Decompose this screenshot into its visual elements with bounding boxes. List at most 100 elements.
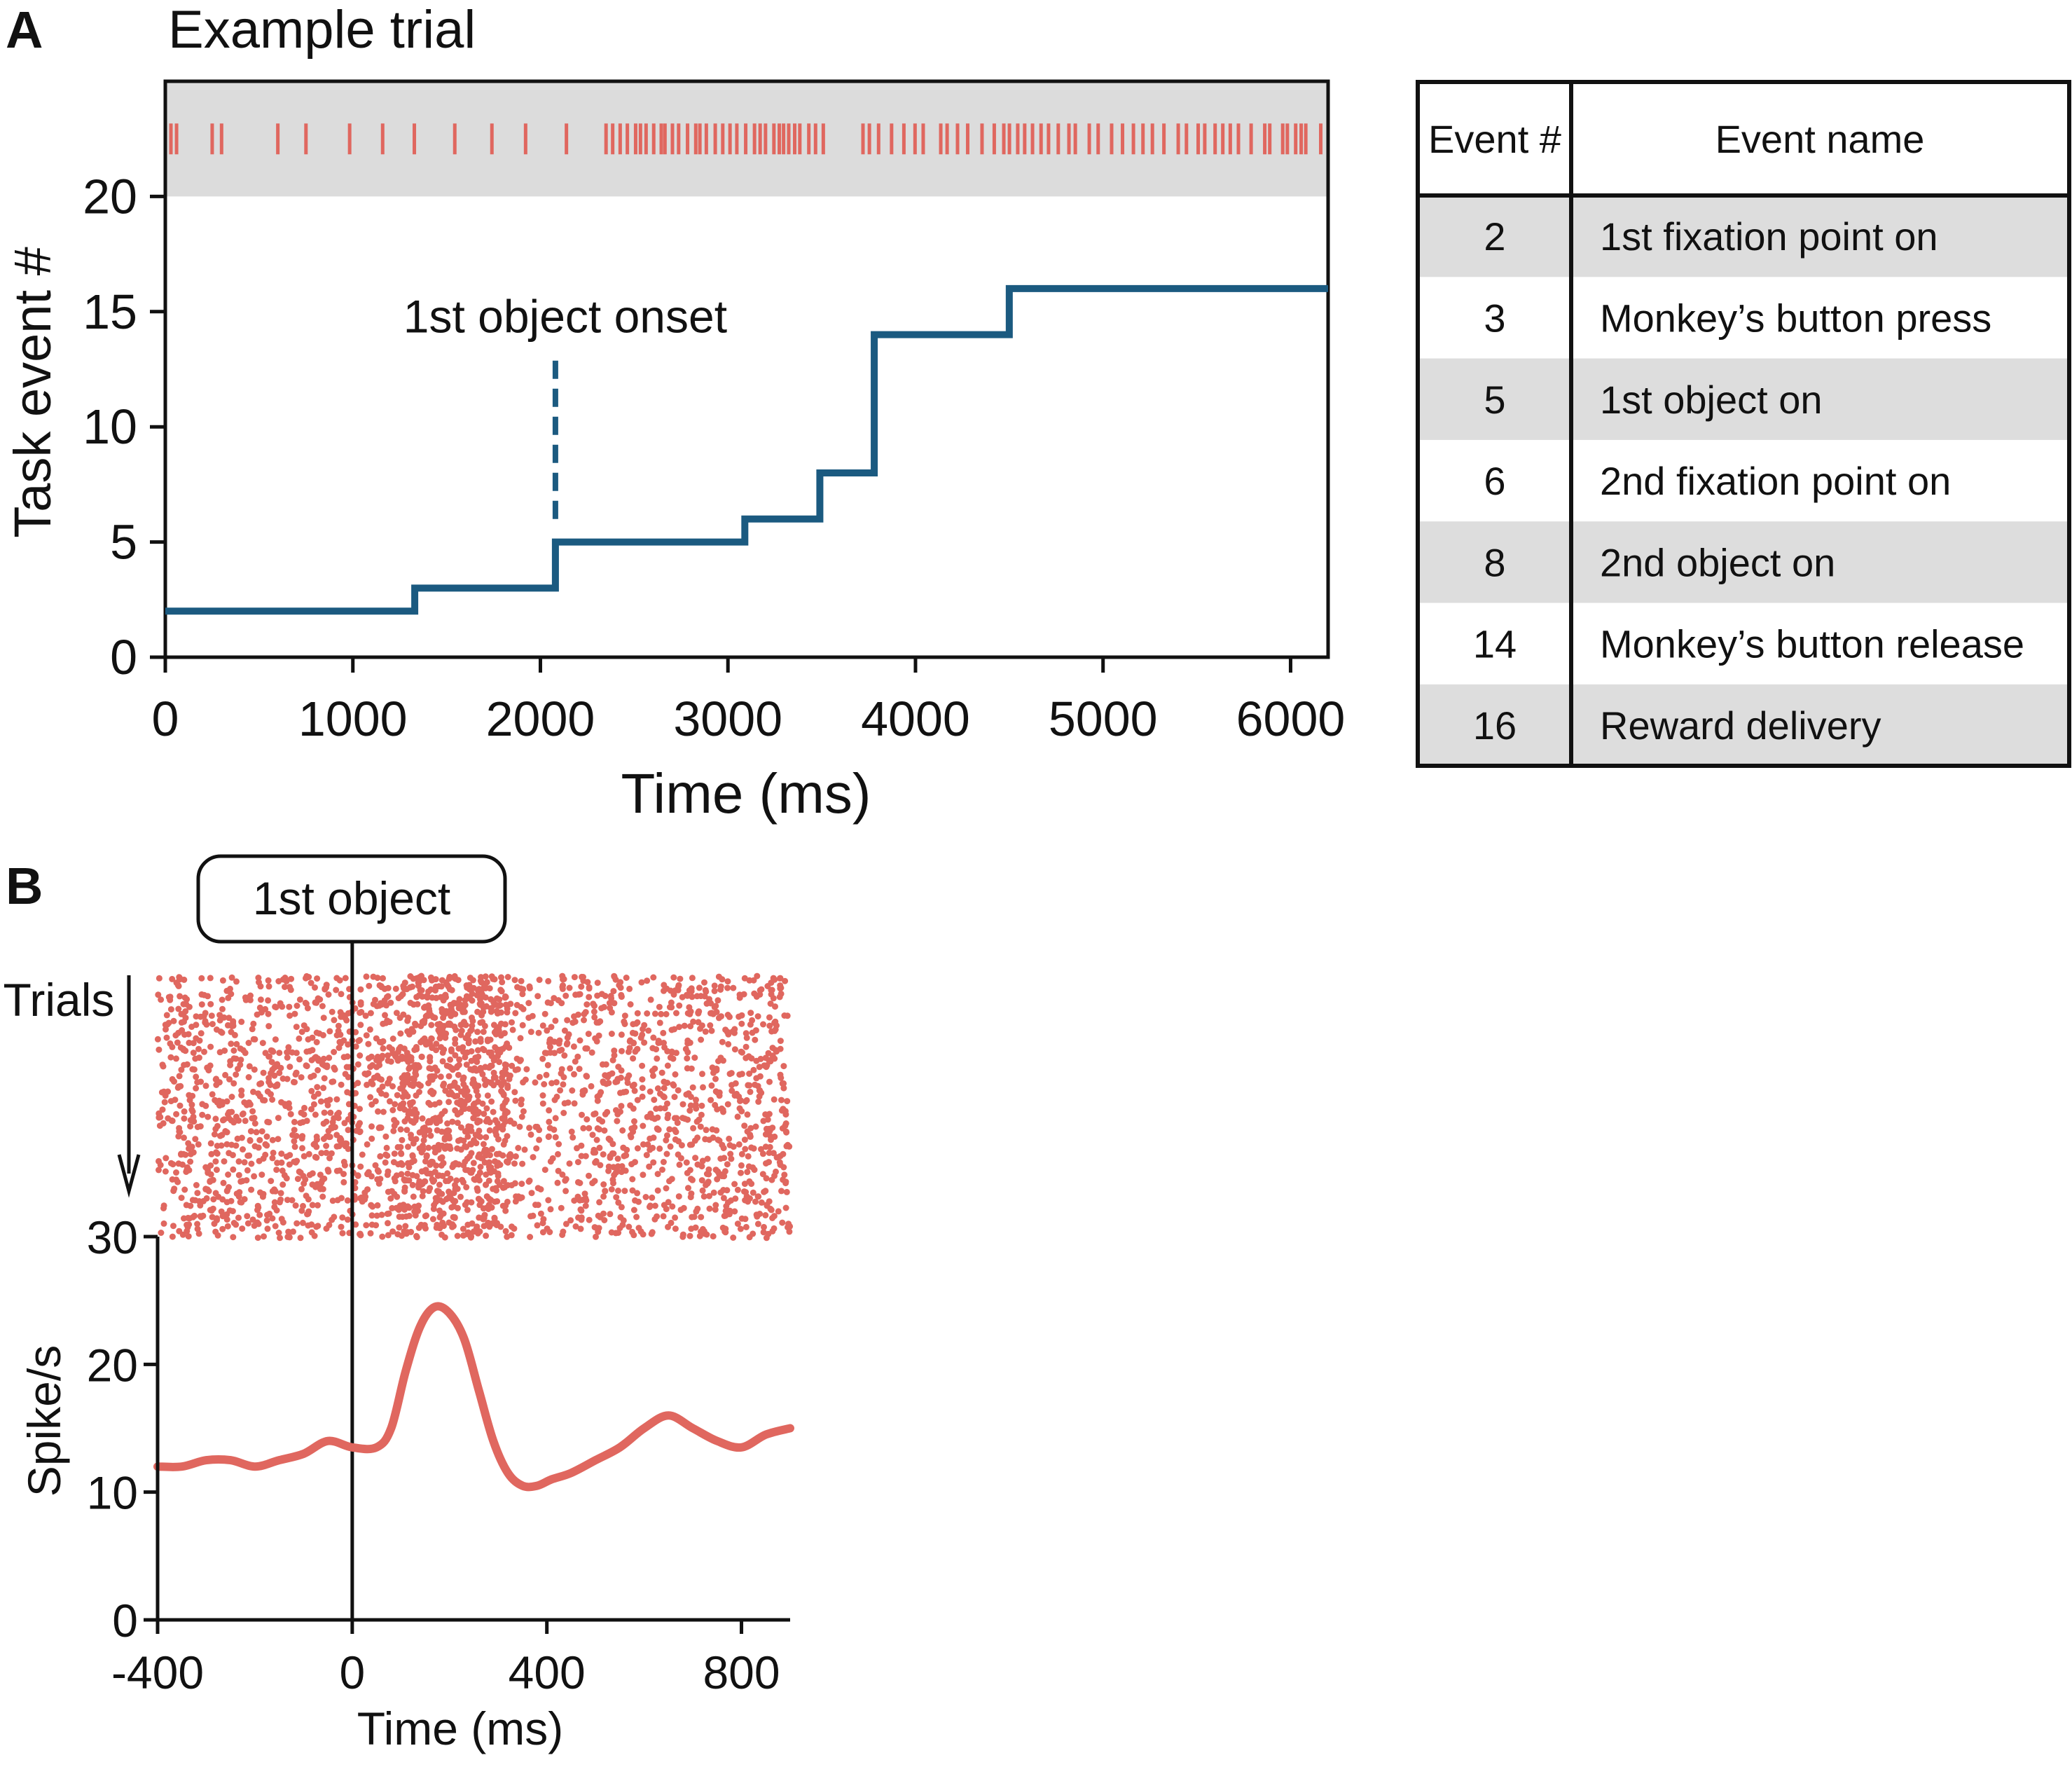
spike-dot — [597, 1162, 604, 1169]
spike-dot — [689, 1141, 696, 1148]
spike-dot — [256, 1157, 263, 1164]
spike-dot — [462, 1202, 469, 1209]
spike-dot — [365, 1070, 372, 1077]
spike-dot — [518, 1004, 525, 1010]
spike-dot — [760, 1118, 767, 1125]
spike-dot — [687, 1102, 694, 1109]
spike-dot — [764, 983, 771, 989]
spike-dot — [503, 1096, 510, 1103]
spike-dot — [449, 1118, 456, 1125]
spike-dot — [279, 1075, 286, 1082]
spike-dot — [768, 1206, 775, 1213]
spike-dot — [728, 1082, 735, 1089]
spike-dot — [461, 1106, 468, 1112]
spike-dot — [728, 1087, 735, 1094]
spike-dot — [167, 1006, 174, 1013]
spike-dot — [226, 1076, 233, 1082]
spike-dot — [159, 1061, 166, 1068]
spike-dot — [647, 996, 654, 1003]
spike-dot — [749, 1029, 756, 1036]
spike-dot — [298, 1207, 305, 1214]
spike-dot — [526, 1125, 533, 1132]
spike-dot — [396, 1105, 403, 1112]
spike-dot — [209, 1176, 216, 1183]
spike-dot — [547, 1158, 554, 1165]
spike-dot — [205, 993, 211, 1000]
spike-dot — [480, 1008, 487, 1015]
spike-dot — [198, 1030, 205, 1037]
spike-dot — [211, 1131, 218, 1138]
spike-dot — [383, 1144, 390, 1151]
spike-dot — [644, 1141, 651, 1148]
spike-dot — [220, 1179, 227, 1186]
spike-dot — [586, 993, 593, 1001]
spike-dot — [207, 1171, 214, 1178]
spike-dot — [554, 1179, 561, 1186]
spike-dot — [694, 1205, 701, 1212]
spike-dot — [763, 1175, 770, 1182]
spike-dot — [174, 982, 181, 989]
spike-dot — [308, 1106, 315, 1113]
spike-dot — [512, 1097, 519, 1104]
spike-dot — [748, 1055, 755, 1062]
spike-dot — [692, 1224, 699, 1231]
spike-dot — [600, 1003, 607, 1010]
spike-dot — [661, 1094, 668, 1101]
spike-dot — [178, 1150, 184, 1157]
spike-dot — [411, 1106, 418, 1113]
spike-dot — [668, 1049, 675, 1056]
spike-dot — [400, 1011, 407, 1018]
spike-dot — [745, 1153, 752, 1160]
spike-dot — [658, 1010, 665, 1017]
trials-arrow-head — [117, 1154, 141, 1198]
spike-dot — [650, 1159, 657, 1166]
spike-dot — [515, 1145, 522, 1151]
spike-dot — [484, 1078, 491, 1085]
spike-dot — [221, 1116, 228, 1123]
spike-dot — [328, 1124, 335, 1131]
spike-dot — [230, 1080, 237, 1087]
spike-dot — [606, 1000, 613, 1007]
spike-dot — [444, 1120, 451, 1127]
spike-dot — [452, 1052, 459, 1059]
spike-dot — [177, 993, 184, 1000]
spike-dot — [782, 977, 789, 984]
spike-dot — [181, 994, 188, 1001]
spike-dot — [600, 1181, 607, 1188]
spike-dot — [527, 1131, 534, 1138]
spike-dot — [539, 1229, 546, 1236]
spike-dot — [699, 1071, 705, 1078]
spike-dot — [596, 1144, 603, 1151]
spike-dot — [539, 1100, 546, 1107]
spike-dot — [781, 1171, 788, 1178]
spike-dot — [419, 1019, 426, 1025]
spike-dot — [654, 1171, 661, 1178]
panel-b-letter: B — [6, 857, 43, 915]
spike-dot — [243, 1177, 250, 1184]
table-cell-event-number: 8 — [1484, 540, 1505, 584]
spike-dot — [244, 1153, 251, 1159]
spike-dot — [440, 1015, 447, 1022]
spike-dot — [445, 1134, 452, 1141]
spike-dot — [651, 1216, 658, 1223]
spike-dot — [357, 1052, 364, 1059]
spike-dot — [216, 1097, 223, 1104]
spike-dot — [730, 984, 737, 991]
spike-dot — [479, 1071, 486, 1078]
spike-dot — [373, 1212, 380, 1219]
spike-dot — [766, 1022, 773, 1029]
spike-dot — [560, 976, 566, 983]
spike-dot — [775, 1208, 782, 1215]
y-tick-label: 20 — [87, 1339, 138, 1391]
spike-dot — [296, 1056, 303, 1063]
spike-dot — [693, 1105, 700, 1112]
spike-dot — [221, 1158, 228, 1165]
spike-dot — [747, 1088, 754, 1095]
spike-dot — [258, 1009, 265, 1016]
spike-dot — [239, 1225, 246, 1232]
spike-dot — [409, 983, 416, 990]
spike-dot — [593, 1233, 599, 1240]
spike-dot — [287, 1111, 294, 1118]
spike-dot — [425, 1080, 432, 1087]
spike-dot — [519, 1160, 526, 1167]
